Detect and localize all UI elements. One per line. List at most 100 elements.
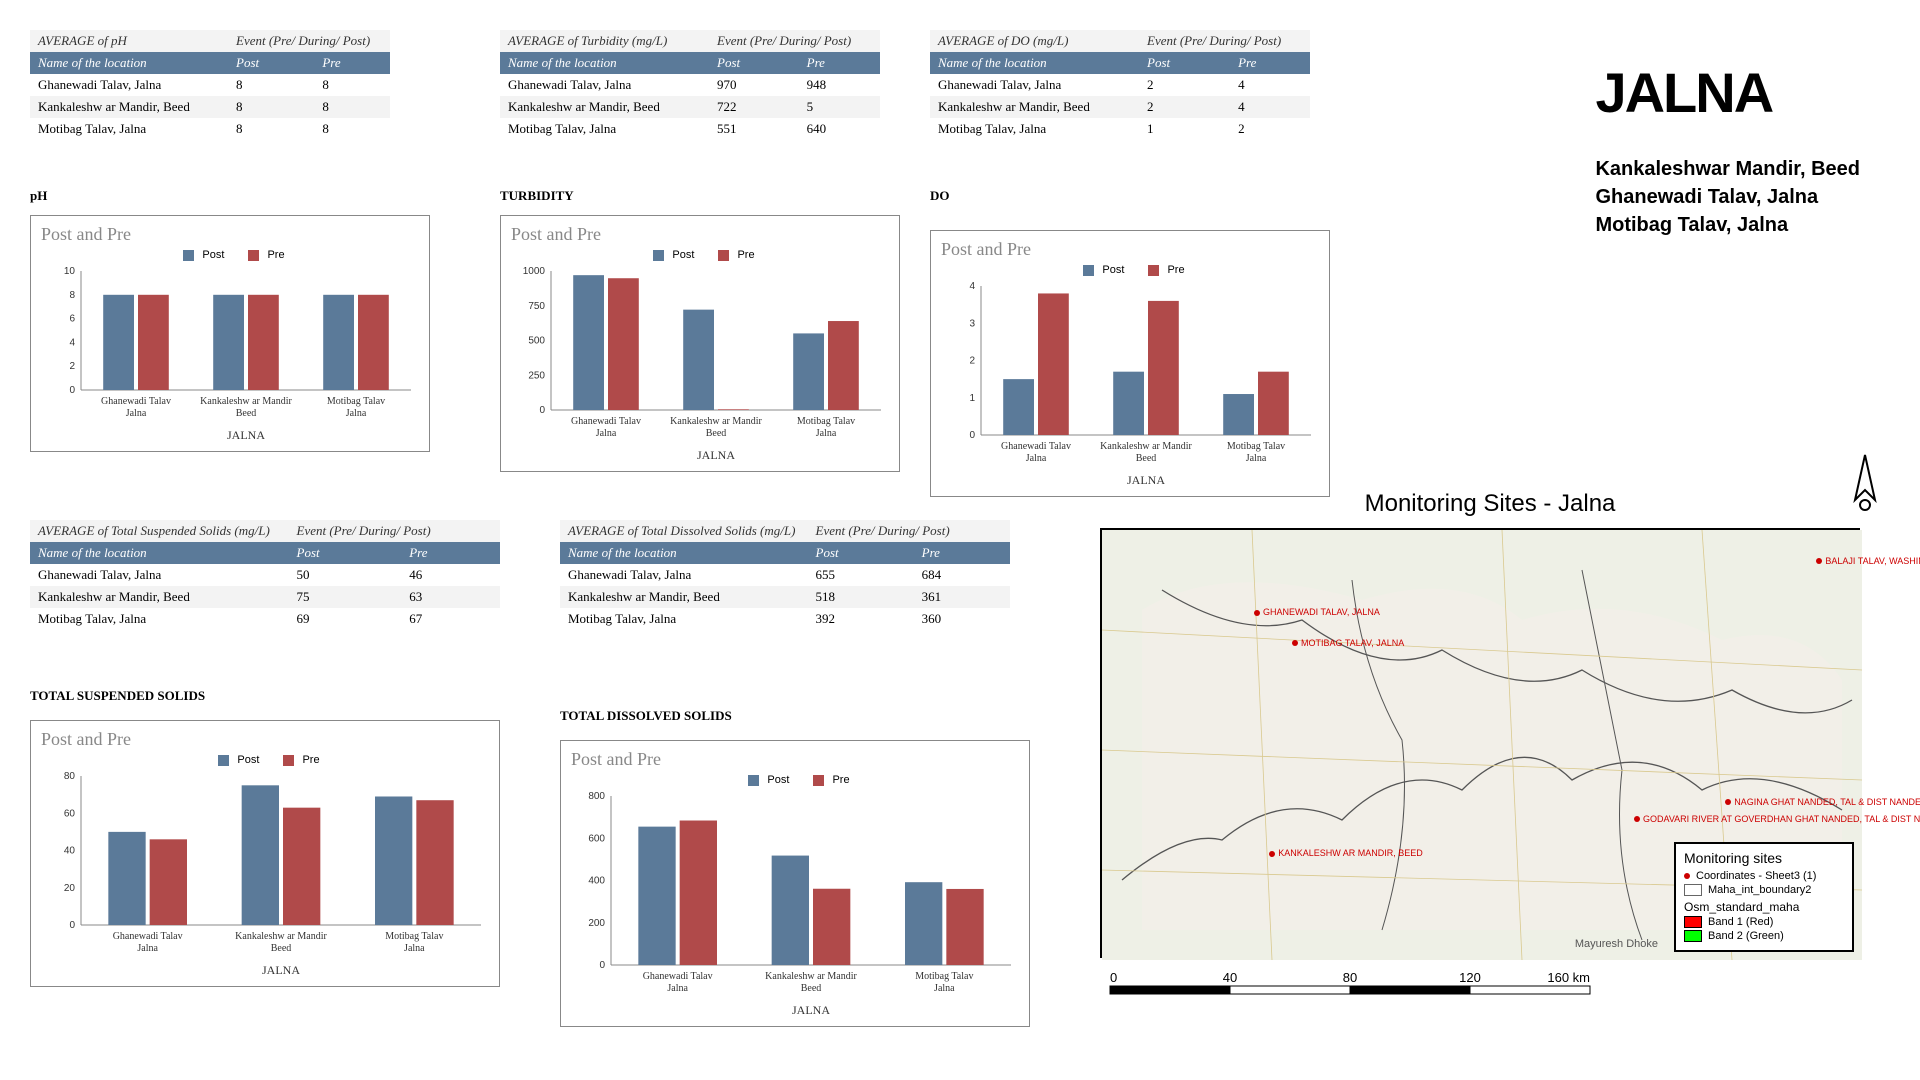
- turb-table-block: AVERAGE of Turbidity (mg/L)Event (Pre/ D…: [500, 30, 880, 140]
- do-label: DO: [930, 180, 950, 210]
- svg-text:8: 8: [69, 290, 75, 301]
- svg-text:250: 250: [528, 370, 545, 381]
- chart-svg: 01234Ghanewadi TalavJalnaKankaleshw ar M…: [941, 280, 1321, 490]
- svg-text:0: 0: [599, 960, 605, 971]
- map-site-marker: MOTIBAG TALAV, JALNA: [1292, 638, 1404, 648]
- svg-text:200: 200: [588, 918, 605, 929]
- map-site-marker: GODAVARI RIVER AT GOVERDHAN GHAT NANDED,…: [1634, 814, 1920, 824]
- tds-label: TOTAL DISSOLVED SOLIDS: [560, 700, 732, 730]
- tds-chart: Post and PrePostPre0200400600800Ghanewad…: [560, 740, 1030, 1027]
- svg-text:Ghanewadi Talav: Ghanewadi Talav: [113, 931, 183, 942]
- map-site-marker: KANKALESHW AR MANDIR, BEED: [1269, 848, 1423, 858]
- turb-chart: Post and PrePostPre02505007501000Ghanewa…: [500, 215, 900, 472]
- table-row: Ghanewadi Talav, Jalna24: [930, 74, 1310, 96]
- svg-text:JALNA: JALNA: [792, 1003, 830, 1017]
- chart-svg: 02505007501000Ghanewadi TalavJalnaKankal…: [511, 265, 891, 465]
- svg-text:80: 80: [64, 771, 76, 782]
- title-block: JALNA Kankaleshwar Mandir, Beed Ghanewad…: [1595, 60, 1860, 239]
- table-row: Ghanewadi Talav, Jalna5046: [30, 564, 500, 586]
- table-row: Kankaleshw ar Mandir, Beed7225: [500, 96, 880, 118]
- svg-text:80: 80: [1343, 970, 1357, 985]
- svg-text:2: 2: [969, 356, 975, 367]
- tss-chart: Post and PrePostPre020406080Ghanewadi Ta…: [30, 720, 500, 987]
- turb-label: TURBIDITY: [500, 180, 574, 210]
- svg-text:Ghanewadi Talav: Ghanewadi Talav: [643, 971, 713, 982]
- svg-text:JALNA: JALNA: [697, 448, 735, 462]
- svg-text:Motibag Talav: Motibag Talav: [385, 931, 443, 942]
- svg-text:Beed: Beed: [271, 943, 292, 954]
- data-table: AVERAGE of Turbidity (mg/L)Event (Pre/ D…: [500, 30, 880, 140]
- legend-title: Monitoring sites: [1684, 850, 1844, 866]
- svg-text:Jalna: Jalna: [1246, 453, 1267, 464]
- legend-item: Maha_int_boundary2: [1684, 884, 1844, 896]
- table-row: Ghanewadi Talav, Jalna655684: [560, 564, 1010, 586]
- svg-text:750: 750: [528, 301, 545, 312]
- svg-text:Kankaleshw ar Mandir: Kankaleshw ar Mandir: [200, 396, 292, 407]
- svg-text:40: 40: [64, 846, 76, 857]
- svg-text:Motibag Talav: Motibag Talav: [1227, 441, 1285, 452]
- table-row: Motibag Talav, Jalna88: [30, 118, 390, 140]
- do-table-block: AVERAGE of DO (mg/L)Event (Pre/ During/ …: [930, 30, 1310, 140]
- chart-svg: 0246810Ghanewadi TalavJalnaKankaleshw ar…: [41, 265, 421, 445]
- legend-subheader: Osm_standard_maha: [1684, 900, 1844, 914]
- legend-item: Coordinates - Sheet3 (1): [1684, 870, 1844, 882]
- svg-text:Kankaleshw ar Mandir: Kankaleshw ar Mandir: [235, 931, 327, 942]
- chart-svg: 020406080Ghanewadi TalavJalnaKankaleshw …: [41, 770, 491, 980]
- map-credit: Mayuresh Dhoke: [1575, 938, 1658, 950]
- table-row: Motibag Talav, Jalna6967: [30, 608, 500, 630]
- map-site-marker: GHANEWADI TALAV, JALNA: [1254, 607, 1380, 617]
- data-table: AVERAGE of DO (mg/L)Event (Pre/ During/ …: [930, 30, 1310, 140]
- chart-subtitle: Post and Pre: [41, 224, 419, 245]
- svg-text:Motibag Talav: Motibag Talav: [797, 416, 855, 427]
- svg-text:3: 3: [969, 318, 975, 329]
- table-row: Motibag Talav, Jalna12: [930, 118, 1310, 140]
- map-site-marker: BALAJI TALAV, WASHIM: [1816, 556, 1920, 566]
- table-row: Kankaleshw ar Mandir, Beed7563: [30, 586, 500, 608]
- svg-text:Beed: Beed: [706, 428, 727, 439]
- table-row: Motibag Talav, Jalna392360: [560, 608, 1010, 630]
- svg-text:Kankaleshw ar Mandir: Kankaleshw ar Mandir: [670, 416, 762, 427]
- page-title: JALNA: [1595, 60, 1860, 125]
- ph-label: pH: [30, 180, 47, 210]
- svg-text:Jalna: Jalna: [346, 408, 367, 419]
- ph-chart: Post and PrePostPre0246810Ghanewadi Tala…: [30, 215, 430, 452]
- svg-text:Jalna: Jalna: [404, 943, 425, 954]
- chart-legend: PostPre: [511, 249, 889, 261]
- svg-text:800: 800: [588, 791, 605, 802]
- svg-text:Jalna: Jalna: [934, 983, 955, 994]
- svg-text:Kankaleshw ar Mandir: Kankaleshw ar Mandir: [765, 971, 857, 982]
- chart-legend: PostPre: [41, 754, 489, 766]
- chart-legend: PostPre: [571, 774, 1019, 786]
- map-frame: Monitoring sites Coordinates - Sheet3 (1)…: [1100, 528, 1860, 958]
- legend-item: Band 1 (Red): [1684, 916, 1844, 928]
- chart-legend: PostPre: [941, 264, 1319, 276]
- svg-text:Jalna: Jalna: [667, 983, 688, 994]
- data-table: AVERAGE of Total Suspended Solids (mg/L)…: [30, 520, 500, 630]
- svg-text:40: 40: [1223, 970, 1237, 985]
- svg-text:JALNA: JALNA: [262, 963, 300, 977]
- svg-text:Kankaleshw ar Mandir: Kankaleshw ar Mandir: [1100, 441, 1192, 452]
- svg-text:120: 120: [1459, 970, 1481, 985]
- table-row: Kankaleshw ar Mandir, Beed24: [930, 96, 1310, 118]
- data-table: AVERAGE of Total Dissolved Solids (mg/L)…: [560, 520, 1010, 630]
- map-site-marker: NAGINA GHAT NANDED, TAL & DIST NANDED: [1725, 797, 1920, 807]
- svg-text:Jalna: Jalna: [1026, 453, 1047, 464]
- svg-text:400: 400: [588, 876, 605, 887]
- tss-label: TOTAL SUSPENDED SOLIDS: [30, 680, 205, 710]
- tss-table-block: AVERAGE of Total Suspended Solids (mg/L)…: [30, 520, 500, 630]
- legend-item: Band 2 (Green): [1684, 930, 1844, 942]
- location-1: Kankaleshwar Mandir, Beed: [1595, 155, 1860, 183]
- svg-text:20: 20: [64, 883, 76, 894]
- data-table: AVERAGE of pHEvent (Pre/ During/ Post)Na…: [30, 30, 390, 140]
- svg-text:500: 500: [528, 336, 545, 347]
- table-row: Kankaleshw ar Mandir, Beed518361: [560, 586, 1010, 608]
- svg-text:0: 0: [1110, 970, 1117, 985]
- svg-text:10: 10: [64, 266, 76, 277]
- chart-subtitle: Post and Pre: [941, 239, 1319, 260]
- table-row: Ghanewadi Talav, Jalna970948: [500, 74, 880, 96]
- location-3: Motibag Talav, Jalna: [1595, 211, 1860, 239]
- svg-text:1: 1: [969, 393, 975, 404]
- chart-legend: PostPre: [41, 249, 419, 261]
- svg-text:0: 0: [69, 920, 75, 931]
- svg-text:Beed: Beed: [801, 983, 822, 994]
